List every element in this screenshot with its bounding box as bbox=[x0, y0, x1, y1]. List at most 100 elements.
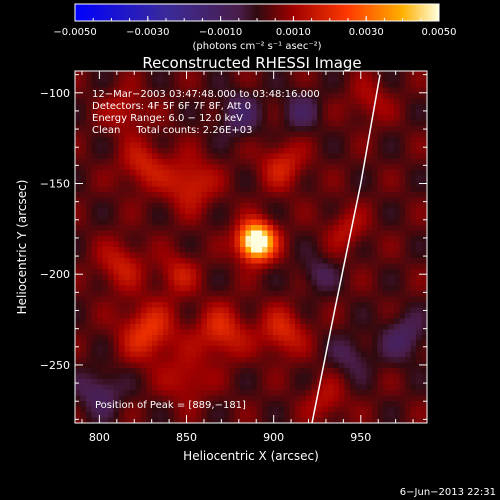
heatmap-cell bbox=[86, 340, 93, 347]
heatmap-cell bbox=[157, 208, 164, 215]
heatmap-cell bbox=[218, 115, 225, 122]
heatmap-cell bbox=[416, 285, 423, 292]
heatmap-cell bbox=[234, 76, 241, 83]
heatmap-cell bbox=[234, 186, 241, 193]
heatmap-cell bbox=[366, 104, 373, 111]
heatmap-cell bbox=[234, 302, 241, 309]
heatmap-cell bbox=[218, 258, 225, 265]
heatmap-cell bbox=[317, 357, 324, 364]
heatmap-cell bbox=[212, 335, 219, 342]
heatmap-cell bbox=[251, 395, 258, 402]
heatmap-cell bbox=[394, 214, 401, 221]
heatmap-cell bbox=[289, 318, 296, 325]
heatmap-cell bbox=[256, 291, 263, 298]
heatmap-cell bbox=[300, 181, 307, 188]
heatmap-cell bbox=[317, 406, 324, 413]
heatmap-cell bbox=[212, 362, 219, 369]
heatmap-cell bbox=[410, 115, 417, 122]
heatmap-cell bbox=[218, 93, 225, 100]
heatmap-cell bbox=[267, 170, 274, 177]
heatmap-cell bbox=[383, 208, 390, 215]
heatmap-cell bbox=[273, 340, 280, 347]
heatmap-cell bbox=[251, 181, 258, 188]
heatmap-cell bbox=[383, 82, 390, 89]
heatmap-cell bbox=[207, 390, 214, 397]
heatmap-cell bbox=[152, 126, 159, 133]
heatmap-cell bbox=[355, 197, 362, 204]
heatmap-cell bbox=[295, 379, 302, 386]
heatmap-cell bbox=[306, 269, 313, 276]
heatmap-cell bbox=[416, 214, 423, 221]
heatmap-cell bbox=[75, 76, 82, 83]
heatmap-cell bbox=[333, 219, 340, 226]
heatmap-cell bbox=[251, 236, 258, 243]
heatmap-cell bbox=[405, 71, 412, 78]
heatmap-cell bbox=[355, 351, 362, 358]
heatmap-cell bbox=[113, 351, 120, 358]
heatmap-cell bbox=[350, 104, 357, 111]
heatmap-cell bbox=[344, 98, 351, 105]
heatmap-cell bbox=[119, 269, 126, 276]
heatmap-cell bbox=[168, 186, 175, 193]
heatmap-cell bbox=[75, 164, 82, 171]
heatmap-cell bbox=[421, 280, 427, 287]
heatmap-cell bbox=[130, 258, 137, 265]
heatmap-cell bbox=[333, 197, 340, 204]
heatmap-cell bbox=[273, 274, 280, 281]
heatmap-cell bbox=[251, 120, 258, 127]
heatmap-cell bbox=[179, 230, 186, 237]
heatmap-cell bbox=[377, 291, 384, 298]
heatmap-cell bbox=[300, 406, 307, 413]
heatmap-cell bbox=[245, 318, 252, 325]
heatmap-cell bbox=[366, 142, 373, 149]
heatmap-cell bbox=[322, 346, 329, 353]
heatmap-cell bbox=[394, 82, 401, 89]
heatmap-cell bbox=[416, 98, 423, 105]
heatmap-cell bbox=[240, 258, 247, 265]
heatmap-cell bbox=[119, 258, 126, 265]
heatmap-cell bbox=[300, 236, 307, 243]
heatmap-cell bbox=[355, 137, 362, 144]
heatmap-cell bbox=[273, 417, 280, 423]
heatmap-cell bbox=[377, 76, 384, 83]
heatmap-cell bbox=[229, 126, 236, 133]
heatmap-cell bbox=[190, 192, 197, 199]
heatmap-cell bbox=[185, 192, 192, 199]
heatmap-cell bbox=[262, 104, 269, 111]
heatmap-cell bbox=[361, 357, 368, 364]
heatmap-cell bbox=[234, 324, 241, 331]
heatmap-cell bbox=[416, 390, 423, 397]
heatmap-cell bbox=[405, 357, 412, 364]
heatmap-cell bbox=[388, 219, 395, 226]
heatmap-cell bbox=[377, 252, 384, 259]
heatmap-cell bbox=[328, 401, 335, 408]
heatmap-cell bbox=[394, 307, 401, 314]
heatmap-cell bbox=[317, 170, 324, 177]
heatmap-cell bbox=[157, 170, 164, 177]
heatmap-cell bbox=[108, 186, 115, 193]
heatmap-cell bbox=[135, 252, 142, 259]
heatmap-cell bbox=[377, 192, 384, 199]
heatmap-cell bbox=[196, 335, 203, 342]
heatmap-cell bbox=[322, 401, 329, 408]
heatmap-cell bbox=[317, 131, 324, 138]
heatmap-cell bbox=[130, 340, 137, 347]
heatmap-cell bbox=[146, 368, 153, 375]
heatmap-cell bbox=[240, 362, 247, 369]
heatmap-cell bbox=[251, 307, 258, 314]
heatmap-cell bbox=[311, 98, 318, 105]
heatmap-cell bbox=[267, 285, 274, 292]
heatmap-cell bbox=[157, 346, 164, 353]
heatmap-cell bbox=[124, 181, 131, 188]
heatmap-cell bbox=[306, 390, 313, 397]
y-tick-label: −200 bbox=[40, 268, 70, 281]
heatmap-cell bbox=[377, 219, 384, 226]
heatmap-cell bbox=[119, 137, 126, 144]
heatmap-cell bbox=[377, 82, 384, 89]
heatmap-cell bbox=[168, 263, 175, 270]
heatmap-cell bbox=[333, 164, 340, 171]
heatmap-cell bbox=[405, 230, 412, 237]
heatmap-cell bbox=[91, 126, 98, 133]
heatmap-cell bbox=[163, 318, 170, 325]
heatmap-cell bbox=[240, 82, 247, 89]
